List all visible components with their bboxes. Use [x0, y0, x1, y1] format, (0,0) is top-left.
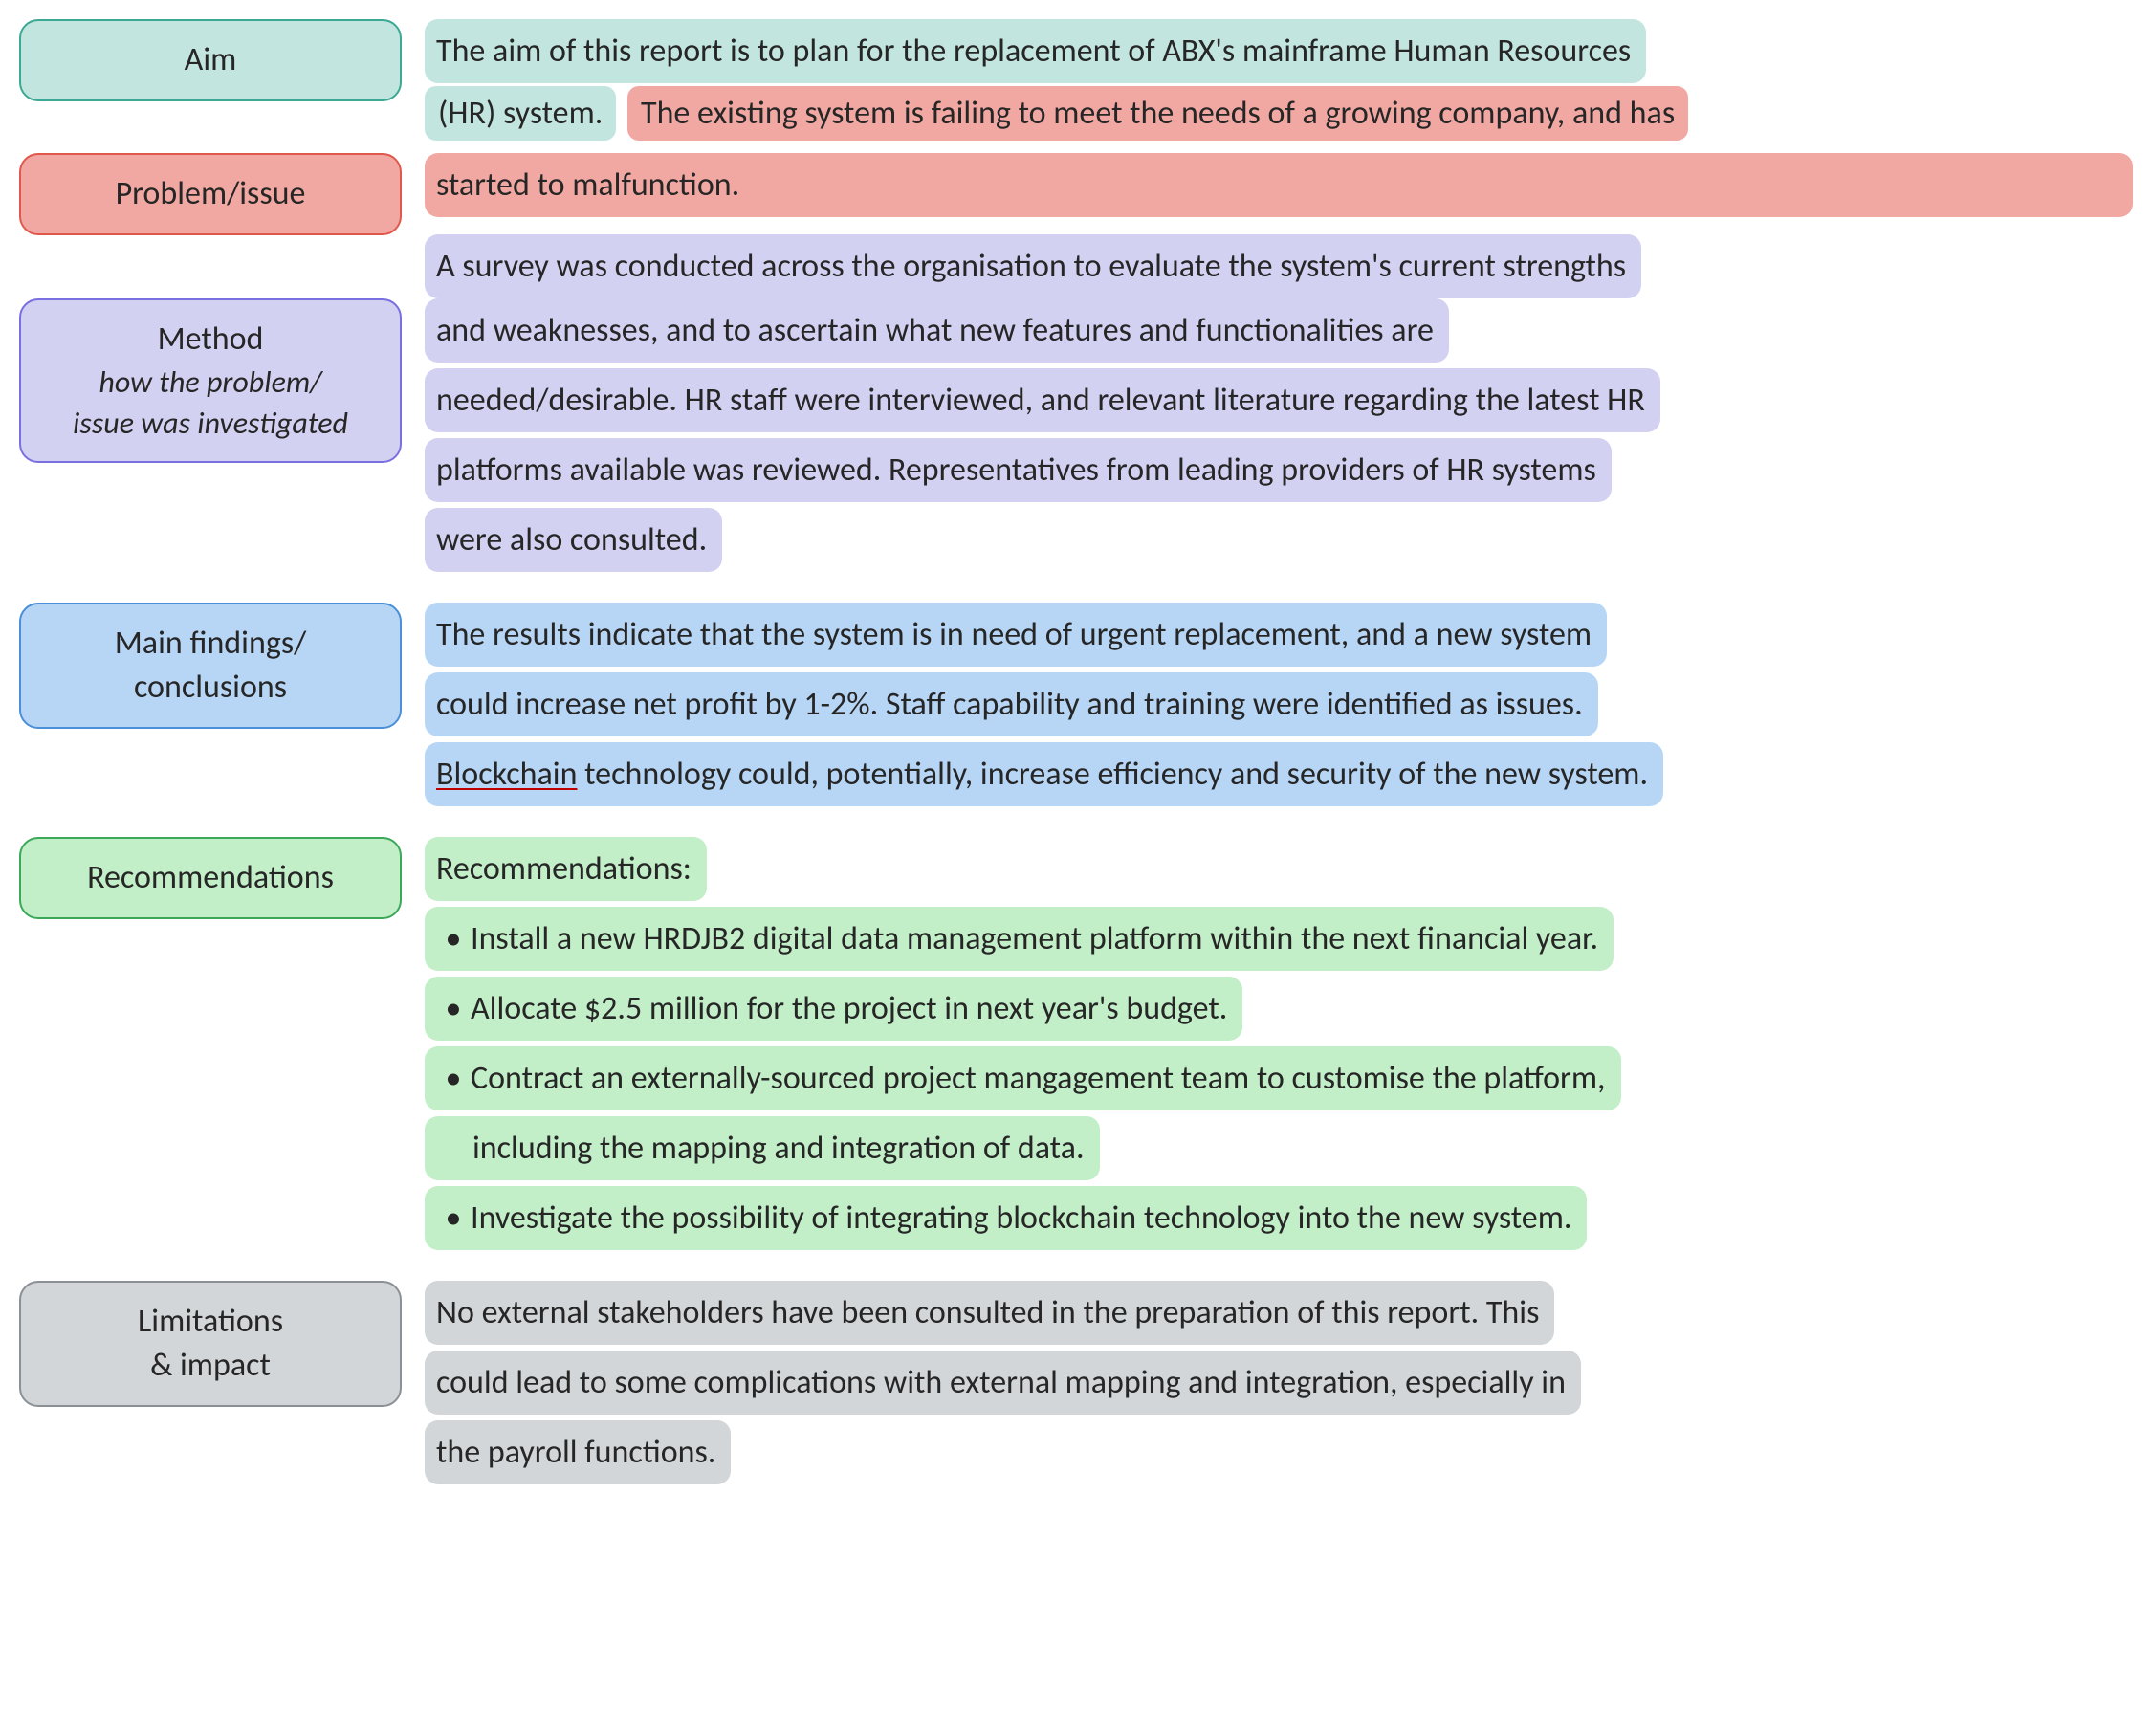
label-method-line1: Method	[34, 318, 386, 362]
aim-line2a: (HR) system.	[425, 86, 616, 141]
report-structure-diagram: Aim The aim of this report is to plan fo…	[19, 19, 2133, 1490]
limits-line3: the payroll functions.	[425, 1420, 731, 1484]
method-line2: and weaknesses, and to ascertain what ne…	[425, 298, 1449, 363]
recs-b4: •Investigate the possibility of integrat…	[425, 1186, 1587, 1250]
recs-b1: •Install a new HRDJB2 digital data manag…	[425, 907, 1614, 971]
label-method-line2: how the problem/	[34, 362, 386, 403]
label-method: Method how the problem/ issue was invest…	[19, 298, 402, 463]
method-line1: A survey was conducted across the organi…	[425, 234, 1641, 298]
recs-heading: Recommendations:	[425, 837, 707, 901]
findings-line3: Blockchain technology could, potentially…	[425, 742, 1663, 806]
label-aim-text: Aim	[185, 40, 237, 79]
recs-b3a: •Contract an externally-sourced project …	[425, 1046, 1621, 1110]
findings-blockchain-word: Blockchain	[436, 755, 577, 794]
recs-b2: •Allocate $2.5 million for the project i…	[425, 977, 1242, 1041]
method-line4: platforms available was reviewed. Repres…	[425, 438, 1612, 502]
findings-line3-rest: technology could, potentially, increase …	[577, 755, 1648, 794]
label-limits-line1: Limitations	[34, 1300, 386, 1344]
label-findings-line1: Main findings/	[34, 622, 386, 666]
label-aim: Aim	[19, 19, 402, 101]
method-line5: were also consulted.	[425, 508, 722, 572]
label-findings: Main findings/ conclusions	[19, 603, 402, 729]
label-findings-line2: conclusions	[34, 666, 386, 710]
limits-line2: could lead to some complications with ex…	[425, 1351, 1581, 1415]
aim-line1: The aim of this report is to plan for th…	[425, 19, 1646, 83]
label-recs-text: Recommendations	[87, 858, 334, 897]
aim-line2b: The existing system is failing to meet t…	[627, 86, 1688, 141]
label-limitations: Limitations & impact	[19, 1281, 402, 1407]
recs-b3b: including the mapping and integration of…	[425, 1116, 1100, 1180]
problem-line1: started to malfunction.	[425, 153, 2133, 217]
method-line3: needed/desirable. HR staff were intervie…	[425, 368, 1660, 432]
limits-line1: No external stakeholders have been consu…	[425, 1281, 1554, 1345]
label-problem-text: Problem/issue	[116, 174, 306, 213]
findings-line1: The results indicate that the system is …	[425, 603, 1607, 667]
findings-line2: could increase net profit by 1-2%. Staff…	[425, 672, 1598, 736]
label-recommendations: Recommendations	[19, 837, 402, 919]
label-method-line3: issue was investigated	[34, 403, 386, 444]
label-limits-line2: & impact	[34, 1344, 386, 1388]
label-problem: Problem/issue	[19, 153, 402, 235]
